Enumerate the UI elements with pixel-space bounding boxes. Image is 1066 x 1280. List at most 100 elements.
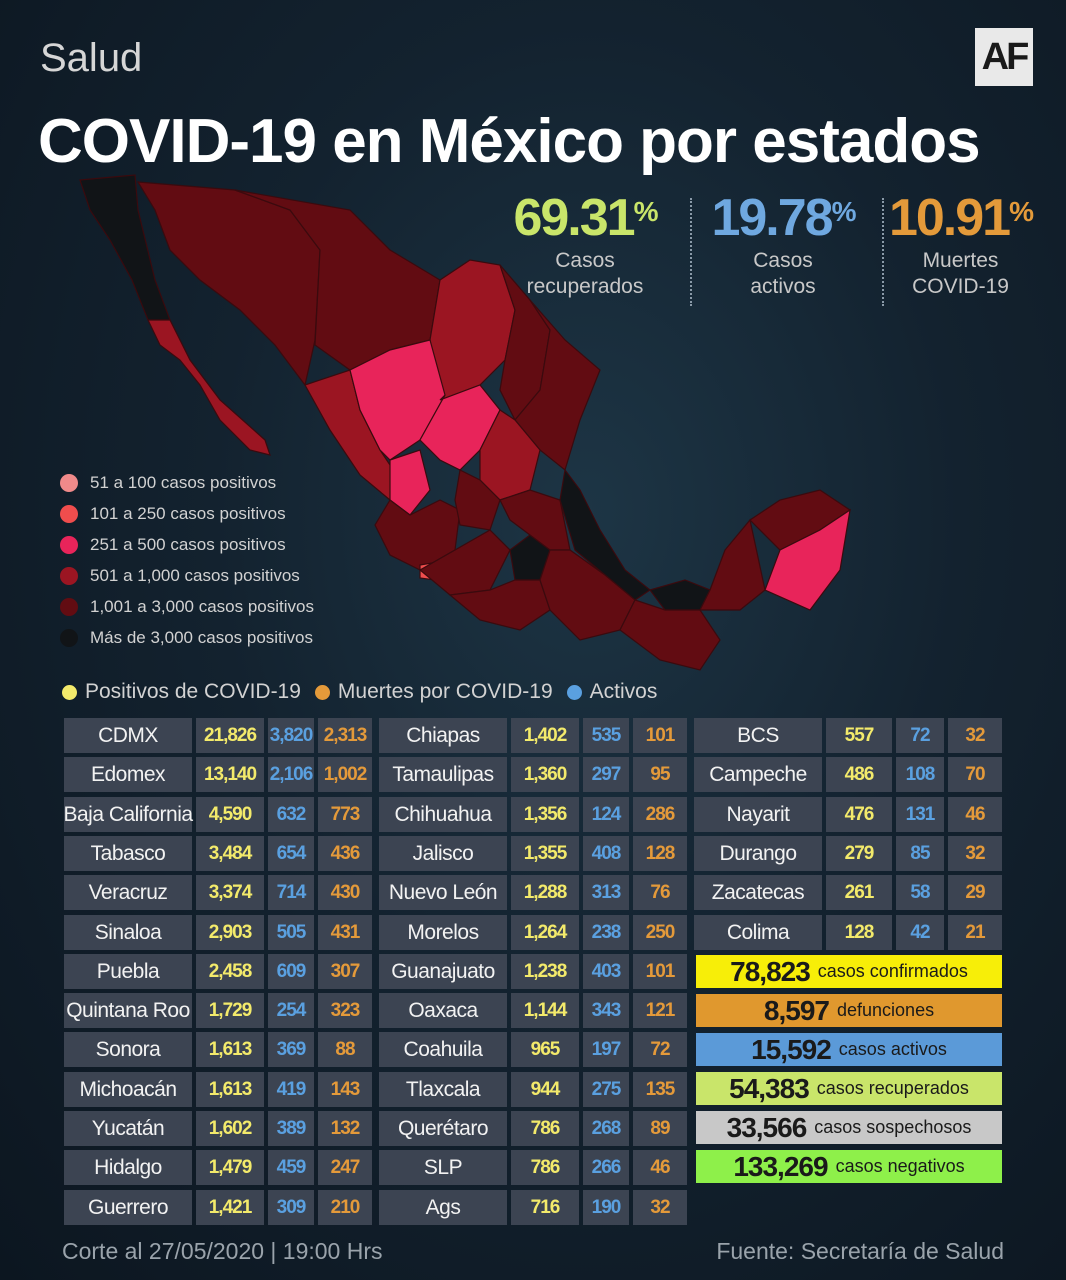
map-state-bcs [147, 319, 271, 456]
positive-cases: 1,264 [511, 915, 579, 950]
state-name: SLP [379, 1150, 507, 1185]
state-name: Quintana Roo [64, 993, 192, 1028]
positive-cases: 4,590 [196, 797, 264, 832]
deaths: 250 [633, 915, 687, 950]
deaths: 88 [318, 1032, 372, 1067]
active-cases: 268 [583, 1111, 629, 1146]
deaths: 307 [318, 954, 372, 989]
series-legend-item: Activos [566, 680, 657, 704]
summary-box: 133,269 casos negativos [696, 1150, 1002, 1183]
state-name: Sonora [64, 1032, 192, 1067]
deaths: 32 [948, 718, 1002, 753]
stat-deaths-value: 10.91% [888, 189, 1034, 247]
state-name: Campeche [694, 757, 822, 792]
positive-cases: 2,903 [196, 915, 264, 950]
stat-divider [882, 198, 884, 306]
summary-value: 8,597 [763, 994, 830, 1026]
summary-label: casos sospechosos [814, 1117, 972, 1137]
deaths: 286 [633, 797, 687, 832]
active-cases: 297 [583, 757, 629, 792]
active-cases: 505 [268, 915, 314, 950]
positive-cases: 786 [511, 1111, 579, 1146]
series-legend-item: Positivos de COVID-19 [62, 680, 301, 704]
deaths: 210 [318, 1190, 372, 1225]
state-name: Chihuahua [379, 797, 507, 832]
summary-box: 78,823 casos confirmados [696, 955, 1002, 988]
positive-cases: 1,238 [511, 954, 579, 989]
active-cases: 459 [268, 1150, 314, 1185]
deaths: 1,002 [318, 757, 372, 792]
summary-label: casos confirmados [817, 961, 968, 981]
active-cases: 309 [268, 1190, 314, 1225]
deaths: 29 [948, 875, 1002, 910]
map-state-veracruz [559, 468, 652, 601]
active-cases: 124 [583, 797, 629, 832]
positive-cases: 1,602 [196, 1111, 264, 1146]
active-cases: 275 [583, 1072, 629, 1107]
deaths: 128 [633, 836, 687, 871]
state-name: Edomex [64, 757, 192, 792]
map-legend: 51 a 100 casos positivos 101 a 250 casos … [60, 467, 314, 653]
series-legend: Positivos de COVID-19 Muertes por COVID-1… [62, 680, 671, 704]
positive-cases: 557 [826, 718, 892, 753]
state-name: Guanajuato [379, 954, 507, 989]
map-legend-item: 501 a 1,000 casos positivos [60, 560, 314, 591]
legend-label: 101 a 250 casos positivos [90, 503, 286, 523]
active-cases: 408 [583, 836, 629, 871]
state-name: Tabasco [64, 836, 192, 871]
series-legend-item: Muertes por COVID-19 [314, 680, 553, 704]
state-name: Colima [694, 915, 822, 950]
stat-divider [690, 198, 692, 306]
deaths: 2,313 [318, 718, 372, 753]
positive-cases: 944 [511, 1072, 579, 1107]
map-state-chiapas [619, 599, 721, 671]
positive-cases: 476 [826, 797, 892, 832]
state-name: Chiapas [379, 718, 507, 753]
stat-active-value: 19.78% [711, 189, 856, 247]
legend-swatch [60, 535, 78, 554]
summary-label: casos negativos [835, 1156, 965, 1176]
legend-swatch [60, 566, 78, 585]
af-logo: AF [975, 28, 1033, 86]
deaths: 431 [318, 915, 372, 950]
summary-value: 133,269 [733, 1150, 828, 1182]
active-cases: 190 [583, 1190, 629, 1225]
state-name: Oaxaca [379, 993, 507, 1028]
positive-cases: 13,140 [196, 757, 264, 792]
active-cases: 42 [896, 915, 944, 950]
map-legend-item: Más de 3,000 casos positivos [60, 622, 314, 653]
active-cases: 403 [583, 954, 629, 989]
stat-recovered-value: 69.31% [513, 189, 658, 247]
deaths: 76 [633, 875, 687, 910]
map-legend-item: 251 a 500 casos positivos [60, 529, 314, 560]
state-name: CDMX [64, 718, 192, 753]
positive-cases: 786 [511, 1150, 579, 1185]
active-cases: 72 [896, 718, 944, 753]
deaths: 135 [633, 1072, 687, 1107]
positive-cases: 1,613 [196, 1072, 264, 1107]
positive-cases: 1,613 [196, 1032, 264, 1067]
section-label: Salud [40, 36, 143, 80]
state-name: Tamaulipas [379, 757, 507, 792]
summary-value: 54,383 [729, 1072, 810, 1104]
state-name: Querétaro [379, 1111, 507, 1146]
positive-cases: 1,144 [511, 993, 579, 1028]
positive-cases: 1,355 [511, 836, 579, 871]
positive-cases: 3,484 [196, 836, 264, 871]
stat-deaths-label: Muertes COVID-19 [912, 249, 1009, 298]
map-state-tamaulipas [514, 299, 601, 472]
deaths: 70 [948, 757, 1002, 792]
summary-box: 8,597 defunciones [696, 994, 1002, 1027]
summary-label: casos recuperados [816, 1078, 969, 1098]
deaths: 46 [948, 797, 1002, 832]
deaths: 101 [633, 954, 687, 989]
state-name: Hidalgo [64, 1150, 192, 1185]
map-state-campeche [699, 518, 766, 611]
active-cases: 369 [268, 1032, 314, 1067]
legend-label: 251 a 500 casos positivos [90, 534, 286, 554]
active-cases: 313 [583, 875, 629, 910]
active-cases: 238 [583, 915, 629, 950]
positive-cases: 1,421 [196, 1190, 264, 1225]
active-cases: 419 [268, 1072, 314, 1107]
active-cases: 714 [268, 875, 314, 910]
